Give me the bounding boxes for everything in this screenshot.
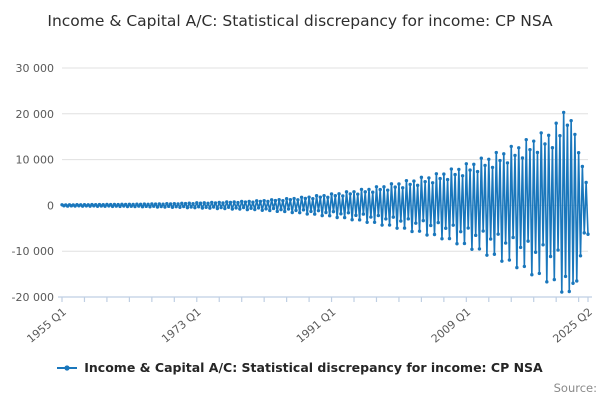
- x-axis: [58, 296, 592, 302]
- legend: Income & Capital A/C: Statistical discre…: [0, 360, 600, 375]
- series-line: [61, 111, 589, 293]
- y-tick-label: -10 000: [12, 245, 54, 258]
- y-tick-label: 10 000: [16, 154, 55, 167]
- legend-line-marker-icon: [57, 364, 78, 371]
- source-label: Source:: [553, 381, 597, 395]
- x-tick-label: 1973 Q1: [159, 305, 203, 345]
- x-tick-label: 1955 Q1: [24, 305, 68, 345]
- y-tick-label: 30 000: [16, 62, 55, 75]
- chart-title: Income & Capital A/C: Statistical discre…: [47, 12, 553, 30]
- legend-label: Income & Capital A/C: Statistical discre…: [84, 360, 543, 375]
- x-tick-label: 2025 Q2: [550, 305, 594, 345]
- x-axis-labels: 1955 Q1 1973 Q1 1991 Q1 2009 Q1 2025 Q2: [24, 305, 594, 345]
- y-tick-label: -20 000: [12, 291, 54, 304]
- series-markers: [60, 110, 590, 294]
- legend-item[interactable]: Income & Capital A/C: Statistical discre…: [57, 360, 543, 375]
- x-tick-label: 2009 Q1: [429, 305, 473, 345]
- y-tick-label: 0: [47, 199, 54, 212]
- y-axis-labels: 30 000 20 000 10 000 0 -10 000 -20 000: [12, 62, 54, 304]
- y-tick-label: 20 000: [16, 108, 55, 121]
- x-tick-label: 1991 Q1: [294, 305, 338, 345]
